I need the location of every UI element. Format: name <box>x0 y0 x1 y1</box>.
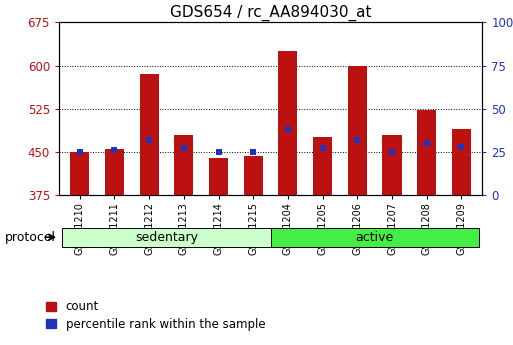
Bar <box>383 135 402 195</box>
Bar <box>244 156 263 195</box>
Bar <box>313 137 332 195</box>
Legend: count, percentile rank within the sample: count, percentile rank within the sample <box>41 296 270 336</box>
Bar <box>140 74 159 195</box>
Bar <box>209 158 228 195</box>
Text: active: active <box>356 231 394 244</box>
Bar <box>271 228 479 247</box>
Title: GDS654 / rc_AA894030_at: GDS654 / rc_AA894030_at <box>170 5 371 21</box>
Bar <box>105 149 124 195</box>
Bar <box>63 228 271 247</box>
Bar <box>279 51 298 195</box>
Text: sedentary: sedentary <box>135 231 198 244</box>
Bar <box>348 66 367 195</box>
Text: protocol: protocol <box>5 231 56 244</box>
Bar <box>70 152 89 195</box>
Bar <box>417 110 436 195</box>
Bar <box>452 129 471 195</box>
Bar <box>174 135 193 195</box>
